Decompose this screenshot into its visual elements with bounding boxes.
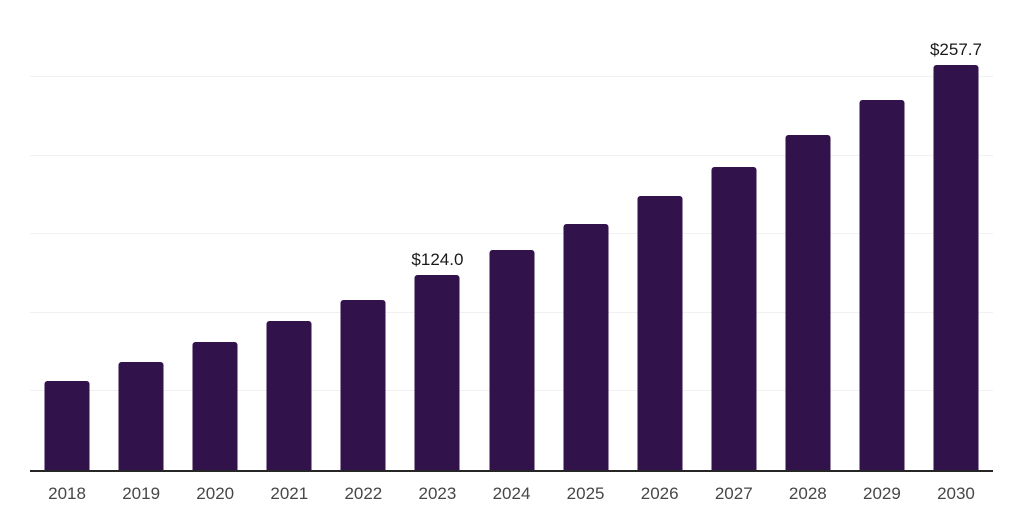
x-tick-2019: 2019 — [122, 484, 161, 503]
gridline-200 — [30, 154, 993, 156]
bar-slot-2027 — [697, 1, 771, 470]
x-tick-2029: 2029 — [862, 484, 901, 503]
bar-slot-2023: $124.0 — [400, 1, 474, 470]
plot-area: $124.0 $257.7 — [30, 1, 993, 472]
x-tick-2020: 2020 — [196, 484, 235, 503]
bar-slot-2029 — [845, 1, 919, 470]
bar-2029 — [859, 100, 905, 470]
bar-slot-2026 — [623, 1, 697, 470]
bar-value-label-2023: $124.0 — [411, 250, 464, 270]
bar-2025 — [563, 223, 609, 470]
x-tick-2026: 2026 — [640, 484, 679, 503]
x-tick-2028: 2028 — [788, 484, 827, 503]
x-tick-2027: 2027 — [714, 484, 753, 503]
x-tick-2021: 2021 — [270, 484, 309, 503]
x-tick-2030: 2030 — [937, 484, 975, 503]
bar-2023 — [414, 275, 460, 470]
bar-slot-2024 — [474, 1, 548, 470]
bar-2021 — [266, 321, 312, 470]
bar-2022 — [340, 299, 386, 470]
gridline-250 — [30, 76, 993, 78]
bar-slot-2030: $257.7 — [919, 1, 993, 470]
bar-2028 — [785, 135, 831, 470]
x-tick-2018: 2018 — [48, 484, 86, 503]
bar-value-label-2030: $257.7 — [929, 40, 982, 60]
bar-slot-2020 — [178, 1, 252, 470]
bar-slot-2028 — [771, 1, 845, 470]
x-axis: 2018 2019 2020 2021 2022 2023 2024 2025 2026 2027… — [30, 484, 993, 504]
bar-slot-2019 — [104, 1, 178, 470]
bar-slot-2018 — [30, 1, 104, 470]
bars-layer: $124.0 $257.7 — [30, 1, 993, 470]
x-tick-2023: 2023 — [418, 484, 457, 503]
bar-slot-2025 — [549, 1, 623, 470]
bar-2026 — [637, 195, 683, 470]
bar-2020 — [192, 342, 238, 470]
bar-slot-2022 — [326, 1, 400, 470]
bar-slot-2021 — [252, 1, 326, 470]
bar-2018 — [44, 380, 90, 470]
bar-2030 — [933, 65, 979, 470]
x-tick-2024: 2024 — [492, 484, 531, 503]
bar-2019 — [118, 361, 164, 470]
bar-2027 — [711, 166, 757, 470]
x-tick-2025: 2025 — [566, 484, 605, 503]
gridline-150 — [30, 233, 993, 235]
x-tick-2022: 2022 — [344, 484, 383, 503]
bar-2024 — [489, 249, 534, 470]
